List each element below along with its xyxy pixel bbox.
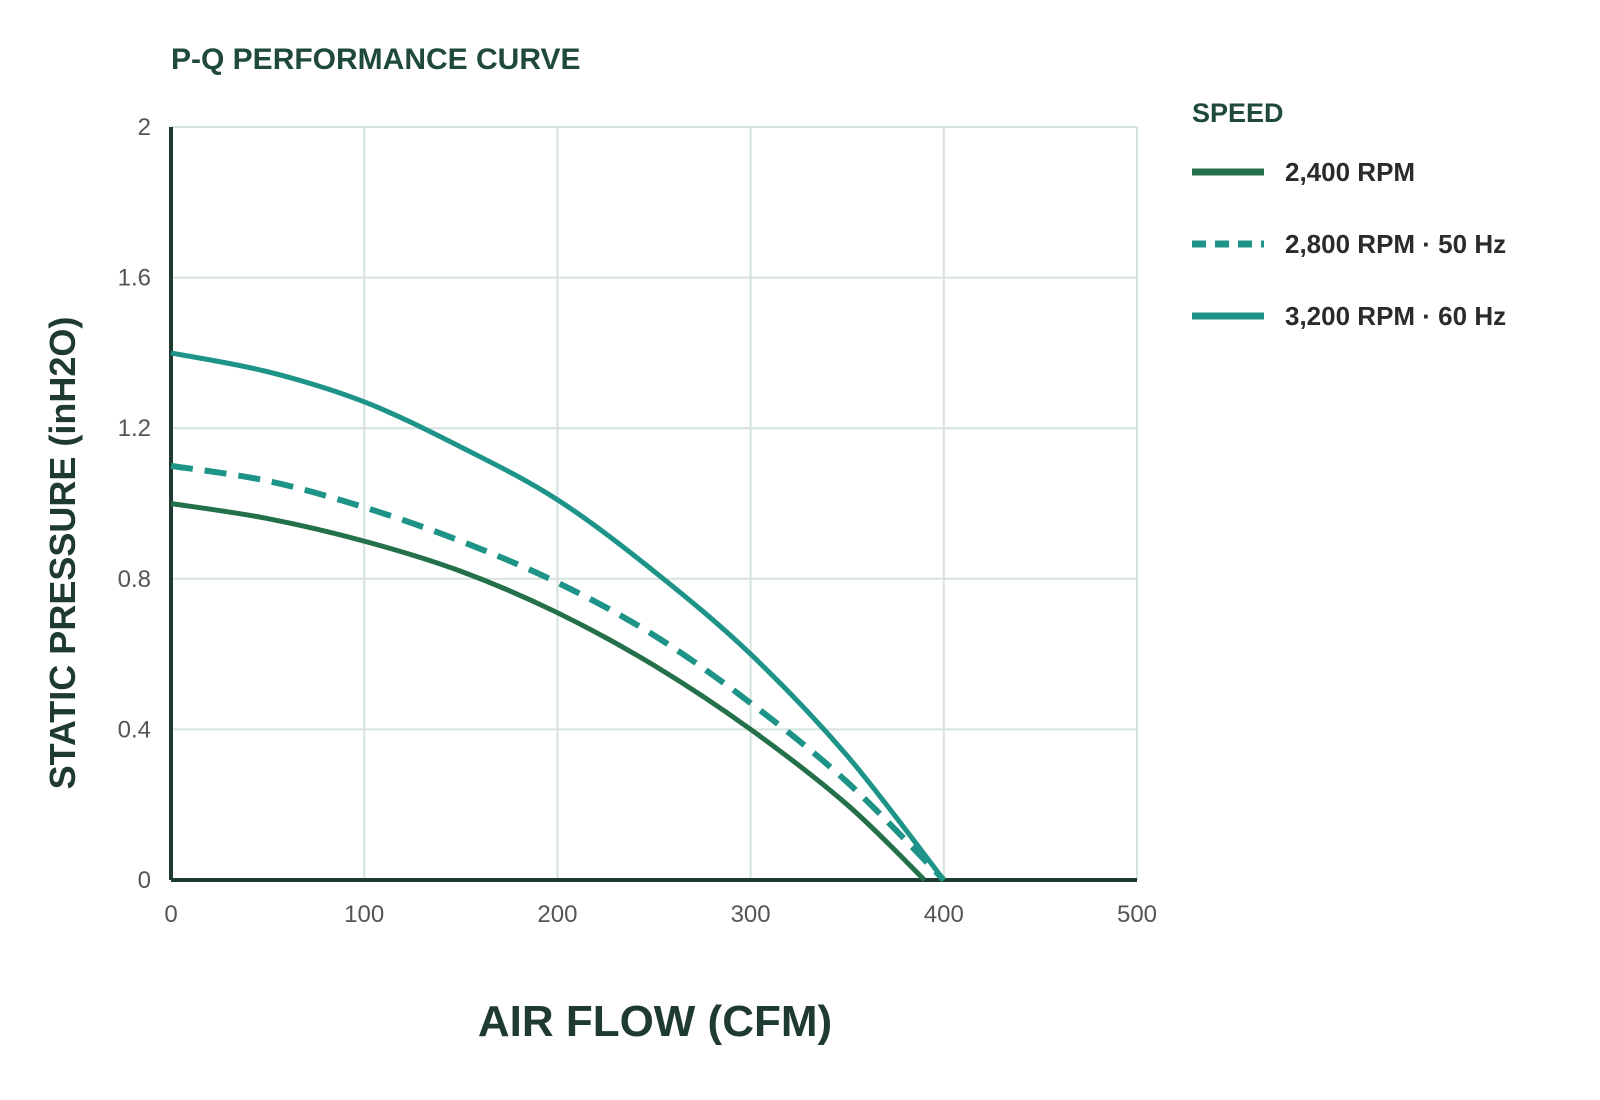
x-tick-label: 500: [1117, 901, 1157, 928]
legend-item: 2,800 RPM · 50 Hz: [1192, 229, 1506, 259]
y-tick-label: 1.2: [118, 415, 151, 442]
x-tick-label: 100: [344, 901, 384, 928]
series-lines: [170, 350, 946, 883]
legend-title: SPEED: [1192, 98, 1284, 128]
y-tick-label: 1.6: [118, 265, 151, 292]
x-axis-title: AIR FLOW (CFM): [478, 997, 832, 1046]
x-tick-label: 200: [537, 901, 577, 928]
legend-item: 3,200 RPM · 60 Hz: [1192, 301, 1506, 331]
grid: [170, 126, 1138, 881]
axes: [169, 127, 1137, 882]
series-line-2-800-rpm-50-hz: [170, 462, 946, 883]
legend-item: 2,400 RPM: [1192, 157, 1415, 187]
x-tick-label: 300: [731, 901, 771, 928]
legend-label: 2,800 RPM · 50 Hz: [1285, 229, 1506, 259]
y-axis-title: STATIC PRESSURE (inH2O): [42, 317, 83, 790]
chart-title: P-Q PERFORMANCE CURVE: [171, 43, 580, 76]
legend: SPEED 2,400 RPM 2,800 RPM · 50 Hz 3,200 RP…: [1192, 98, 1506, 331]
series-line-2-400-rpm: [170, 501, 927, 882]
legend-label: 2,400 RPM: [1285, 157, 1415, 187]
legend-label: 3,200 RPM · 60 Hz: [1285, 301, 1506, 331]
x-tick-label: 400: [924, 901, 964, 928]
y-tick-label: 0.8: [118, 566, 151, 593]
y-tick-label: 0: [138, 867, 151, 894]
series-line-3-200-rpm-60-hz: [170, 350, 946, 882]
y-tick-label: 2: [138, 114, 151, 141]
x-tick-label: 0: [164, 901, 177, 928]
y-tick-label: 0.4: [118, 716, 151, 743]
tick-labels: 0 100 200 300 400 500 0 0.4 0.8 1.2 1.6 2: [118, 114, 1157, 928]
